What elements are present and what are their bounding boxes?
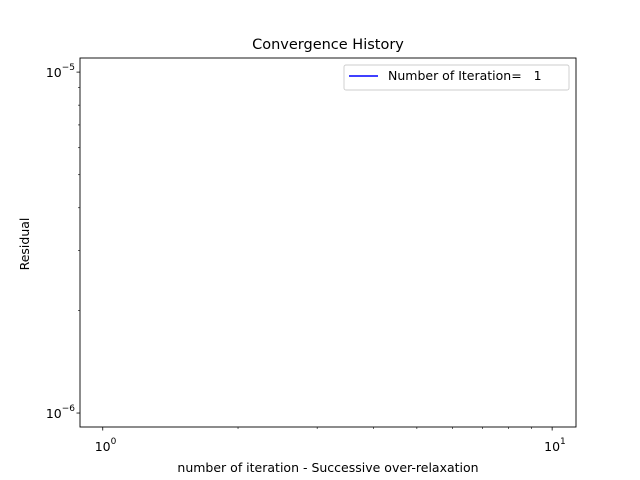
legend-box [343,64,570,91]
y-tick-label: 10−5 [46,63,75,80]
y-axis-label: Residual [17,218,32,271]
x-tick-label-base: 10 [544,439,560,454]
x-axis-ticks: 100 101 [95,427,566,454]
x-tick-label: 101 [544,437,566,454]
y-tick-label-base: 10 [46,406,62,421]
legend-entry-label: Number of Iteration= 1 [388,68,542,83]
x-tick-label-base: 10 [95,439,111,454]
x-tick-label-exponent: 0 [111,437,117,447]
y-tick-label-exponent: −6 [62,404,76,414]
x-tick-label-exponent: 1 [560,437,566,447]
legend: Number of Iteration= 1 [343,64,570,91]
y-tick-label: 10−6 [46,404,75,421]
plot-frame [79,57,577,428]
y-tick-label-base: 10 [46,65,62,80]
chart-title: Convergence History [252,37,404,53]
x-axis-label: number of iteration - Successive over-re… [177,460,478,475]
y-tick-label-exponent: −5 [62,63,75,73]
x-tick-label: 100 [95,437,117,454]
plot-area [80,58,576,427]
